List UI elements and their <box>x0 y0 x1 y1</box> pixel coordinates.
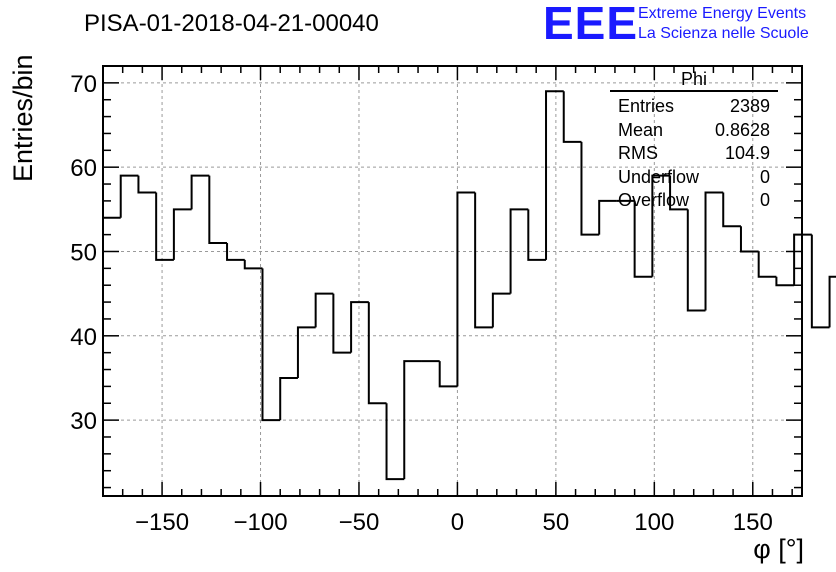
histogram-bin <box>651 174 671 277</box>
logo-line-1: Extreme Energy Events <box>638 5 807 22</box>
stats-label: Underflow <box>618 166 700 187</box>
histogram-bin <box>155 192 174 261</box>
histogram-bin <box>704 191 724 311</box>
y-tick-label: 70 <box>70 71 97 98</box>
histogram-bin <box>739 226 759 253</box>
stats-value: 104.9 <box>724 143 770 163</box>
stats-row: Mean 0.8628 <box>610 119 778 143</box>
histogram-bin <box>438 361 458 388</box>
histogram-bin <box>633 200 653 278</box>
histogram-bin <box>456 191 476 387</box>
histogram-bin <box>296 326 316 378</box>
eee-logo: EEE <box>543 0 639 49</box>
stats-value: 0 <box>759 166 770 187</box>
histogram-bin <box>509 208 529 294</box>
histogram-bin <box>545 90 564 260</box>
tick-labels: −150 −100 −50 0 50 100 150 30 40 50 60 70 <box>70 71 773 536</box>
histogram-bin <box>367 302 387 405</box>
histogram-bin <box>172 208 192 260</box>
histogram-bin <box>261 268 281 422</box>
stats-value: 2389 <box>729 96 770 116</box>
stats-box: Phi Entries 2389 Mean 0.8628 RMS 104.9 U… <box>610 70 778 213</box>
x-axis-label: φ [°] <box>753 534 804 564</box>
histogram-bin <box>580 141 600 236</box>
x-tick-label: 50 <box>543 509 570 536</box>
stats-row: RMS 104.9 <box>610 142 778 166</box>
histogram-bin <box>669 175 688 211</box>
histogram-bin <box>491 292 511 328</box>
histogram-bin <box>828 275 836 328</box>
y-axis-label: Entries/bin <box>8 54 38 182</box>
stats-row: Overflow 0 <box>610 189 778 213</box>
stats-value: 0.8628 <box>714 119 770 140</box>
histogram-bin <box>137 175 157 194</box>
stats-label: RMS <box>618 143 658 163</box>
histogram-bin <box>686 209 706 312</box>
grid <box>103 66 802 496</box>
histogram-bin <box>102 216 121 496</box>
stats-row: Entries 2389 <box>610 95 778 119</box>
x-tick-label: −100 <box>233 509 287 536</box>
histogram-bin <box>403 360 422 480</box>
histogram-bin <box>208 175 228 245</box>
histogram-bin <box>279 376 298 421</box>
x-tick-label: 100 <box>634 509 674 536</box>
stats-label: Overflow <box>618 190 690 210</box>
x-tick-label: 150 <box>733 509 773 536</box>
y-tick-label: 60 <box>70 155 97 182</box>
chart-title: PISA-01-2018-04-21-00040 <box>84 10 379 37</box>
logo-line-2: La Scienza nelle Scuole <box>638 25 809 42</box>
x-tick-label: −50 <box>339 509 380 536</box>
histogram-bins <box>102 90 836 496</box>
histogram-bin <box>562 91 582 143</box>
histogram-bin <box>385 403 405 481</box>
histogram-bin <box>793 233 812 286</box>
x-tick-label: 0 <box>451 509 464 536</box>
histogram-bin <box>314 292 334 328</box>
histogram-bin <box>757 251 777 278</box>
y-tick-label: 50 <box>70 239 97 266</box>
histogram-bin <box>350 301 369 353</box>
histogram-bin <box>775 276 795 287</box>
stats-row: Underflow 0 <box>610 166 778 190</box>
y-tick-label: 30 <box>70 408 97 435</box>
histogram-bin <box>190 174 210 210</box>
y-tick-label: 40 <box>70 324 97 351</box>
histogram-bin <box>226 243 245 261</box>
axis-ticks <box>102 65 802 496</box>
histogram-bin <box>598 199 617 235</box>
histogram-bin <box>119 174 139 218</box>
stats-label: Mean <box>618 119 664 140</box>
stats-value: 0 <box>759 190 770 210</box>
histogram-bin <box>243 259 263 270</box>
x-tick-label: −150 <box>135 509 189 536</box>
histogram-bin <box>527 209 547 261</box>
stats-label: Entries <box>618 96 675 116</box>
histogram-bin <box>810 234 830 329</box>
histogram-bin <box>474 192 493 329</box>
histogram-bin <box>722 192 741 228</box>
histogram-bin <box>332 293 352 354</box>
stats-title: Phi <box>610 70 778 92</box>
